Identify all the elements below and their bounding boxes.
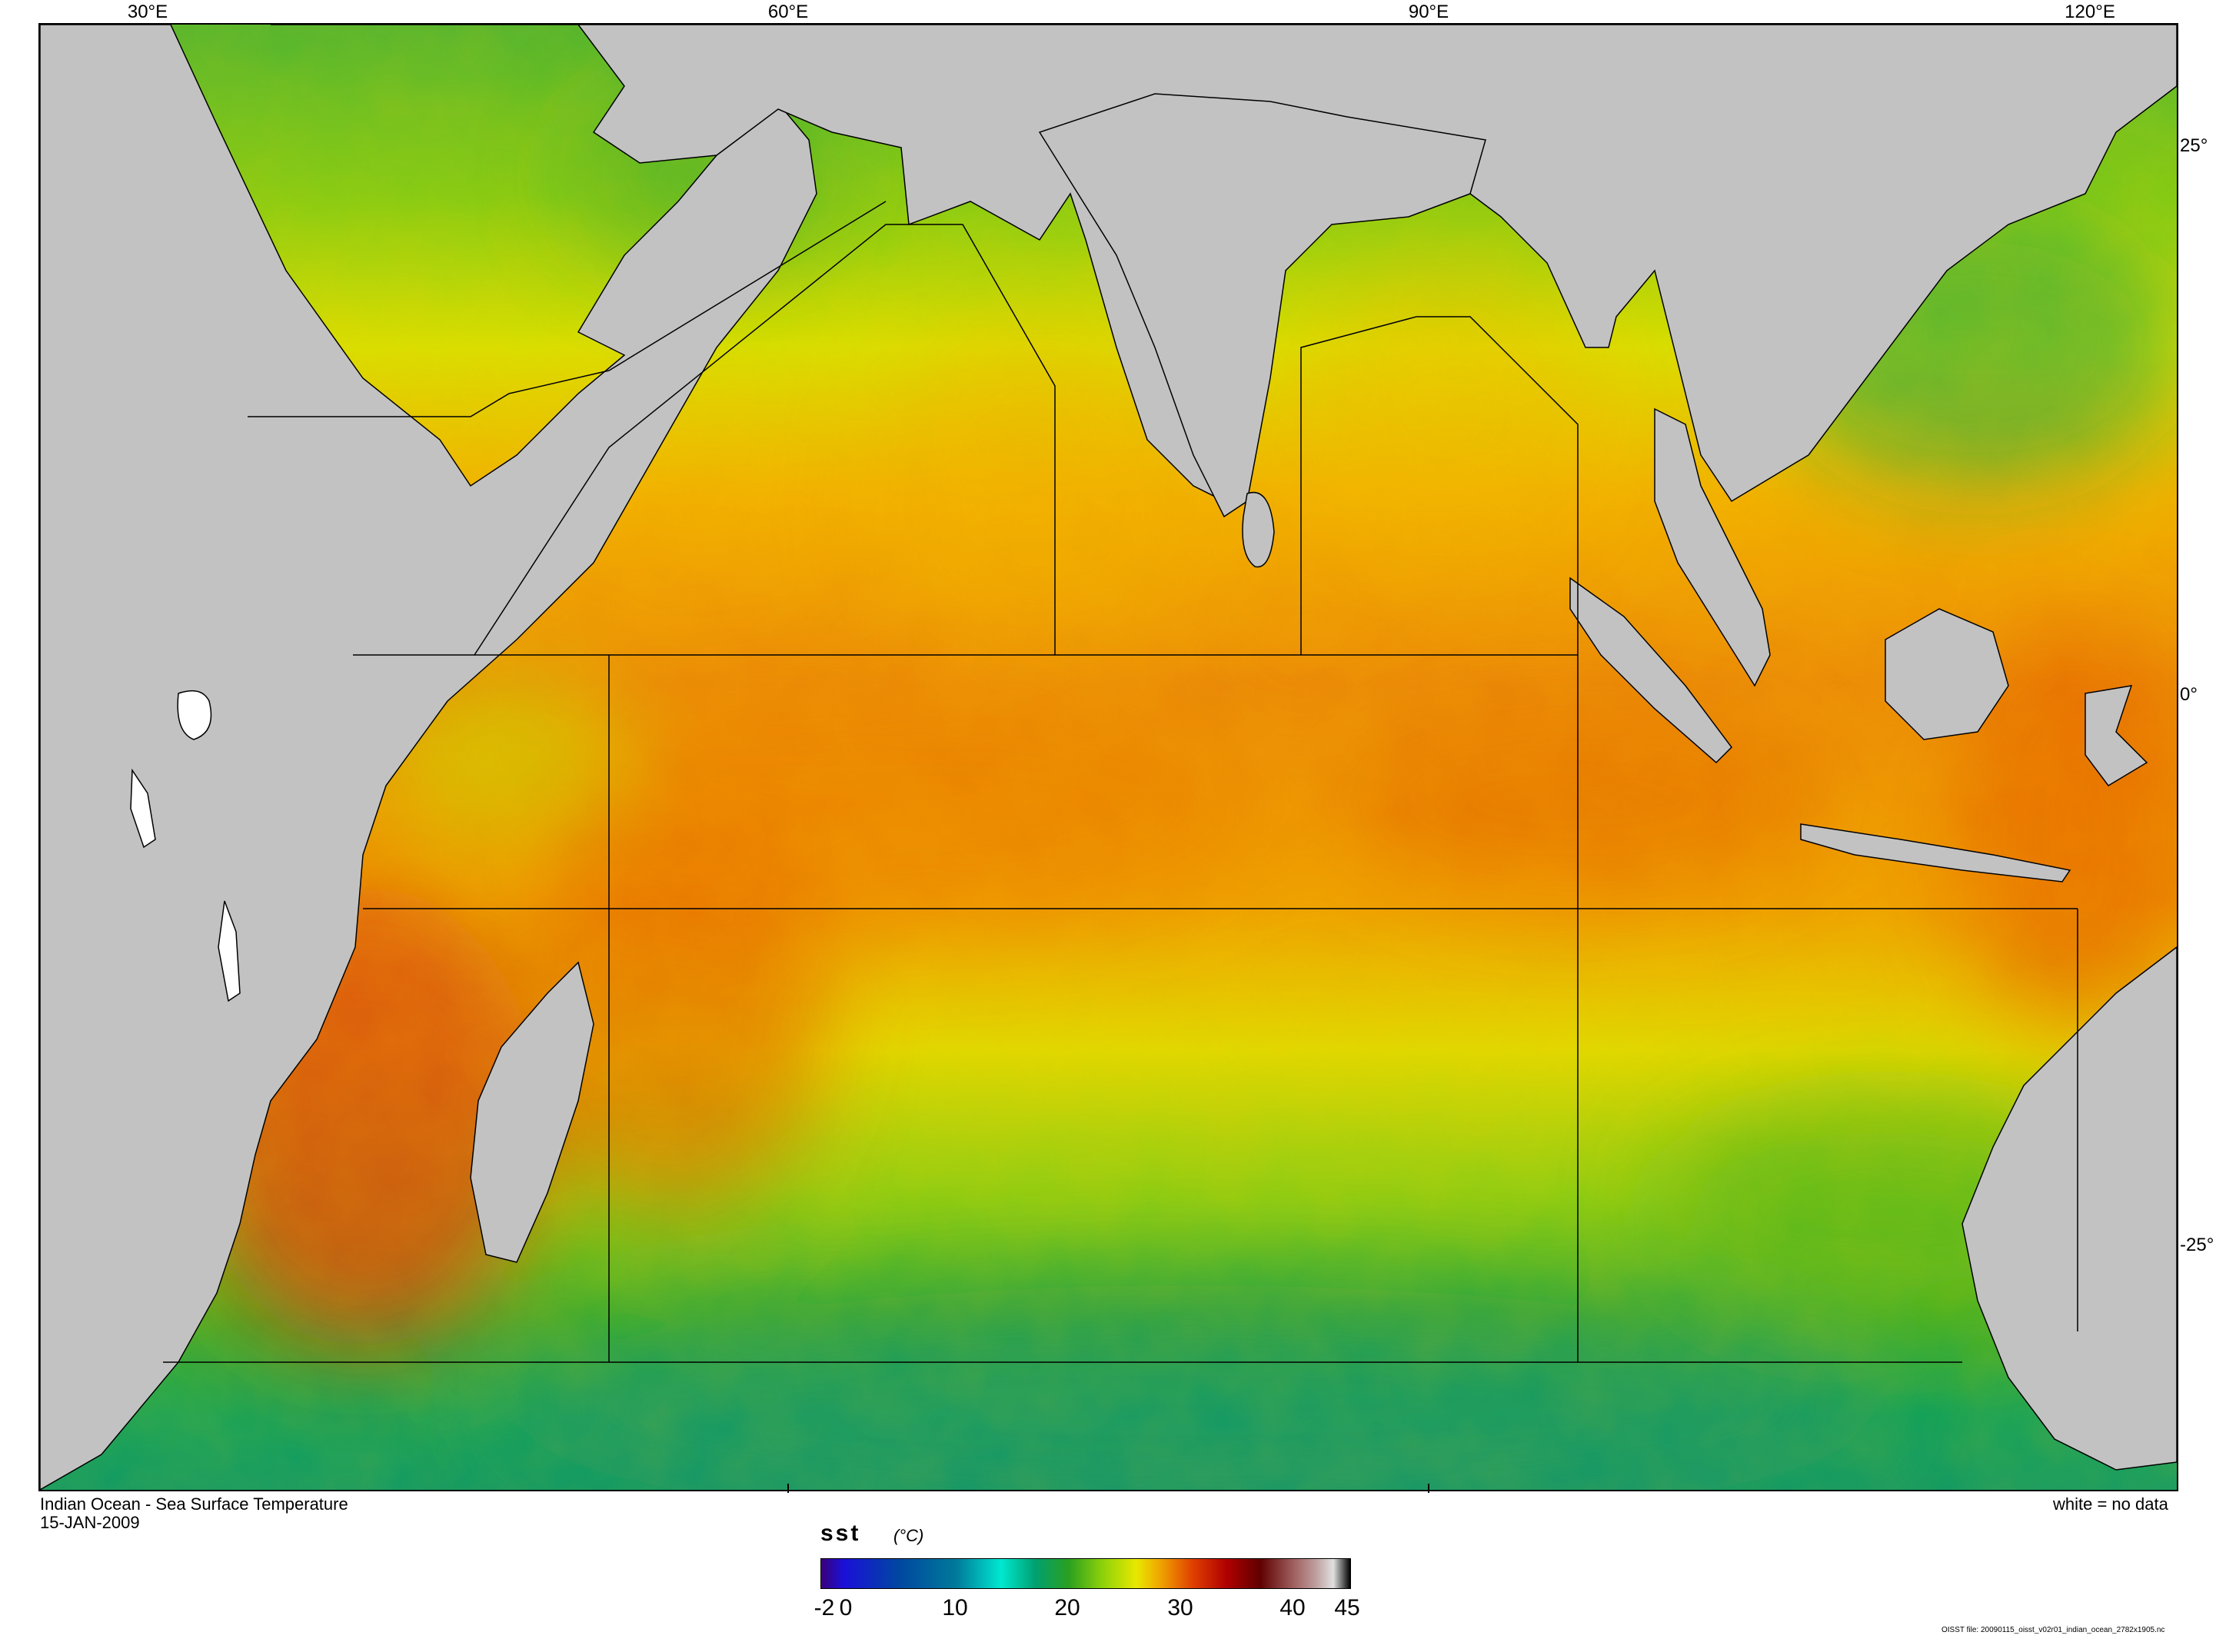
- madagascar-land: [470, 961, 594, 1263]
- island-b: [130, 768, 156, 849]
- colorbar-tick-label: 20: [1054, 1595, 1080, 1620]
- java-land: [1800, 823, 2071, 883]
- sst-map-canvas: [40, 25, 2177, 1490]
- colorbar-tick-label: 0: [839, 1595, 853, 1620]
- sst-map[interactable]: [38, 23, 2178, 1491]
- sulawesi-land: [2085, 685, 2148, 786]
- lat-label-0: 0°: [2180, 684, 2198, 705]
- africa-land: [40, 25, 817, 1490]
- india-land: [1038, 93, 1486, 518]
- bottom-tick-60e: [787, 1484, 789, 1493]
- lon-label-120e: 120°E: [2065, 2, 2115, 22]
- colorbar-tick-label: 30: [1167, 1595, 1193, 1620]
- lat-label-25n: 25°: [2180, 135, 2208, 156]
- lon-label-60e: 60°E: [767, 2, 809, 22]
- colorbar-units: (°C): [893, 1526, 924, 1545]
- lon-label-30e: 30°E: [127, 2, 168, 22]
- bottom-tick-90e: [1428, 1484, 1429, 1493]
- map-title: Indian Ocean - Sea Surface Temperature: [40, 1494, 348, 1514]
- island-c: [218, 900, 241, 1002]
- island-a: [177, 690, 212, 740]
- no-data-note: white = no data: [2053, 1494, 2168, 1514]
- se-asia-land: [1654, 407, 1771, 687]
- colorbar-tick-label: -2: [814, 1595, 835, 1620]
- colorbar-tick-label: 40: [1279, 1595, 1306, 1620]
- colorbar-tick-label: 10: [942, 1595, 968, 1620]
- colorbar-variable: sst: [820, 1521, 861, 1546]
- colorbar-tick-label: 45: [1334, 1595, 1360, 1620]
- lat-label-25s: -25°: [2180, 1235, 2214, 1255]
- colorbar: [820, 1558, 1351, 1589]
- lon-label-90e: 90°E: [1408, 2, 1449, 22]
- sumatra-land: [1569, 577, 1732, 764]
- region-boundaries: [163, 201, 2078, 1363]
- land-masses: [40, 25, 2177, 1490]
- sri-lanka-land: [1242, 491, 1275, 568]
- borneo-land: [1885, 608, 2009, 740]
- file-note: OISST file: 20090115_oisst_v02r01_indian…: [1941, 1626, 2165, 1634]
- map-date: 15-JAN-2009: [40, 1513, 140, 1532]
